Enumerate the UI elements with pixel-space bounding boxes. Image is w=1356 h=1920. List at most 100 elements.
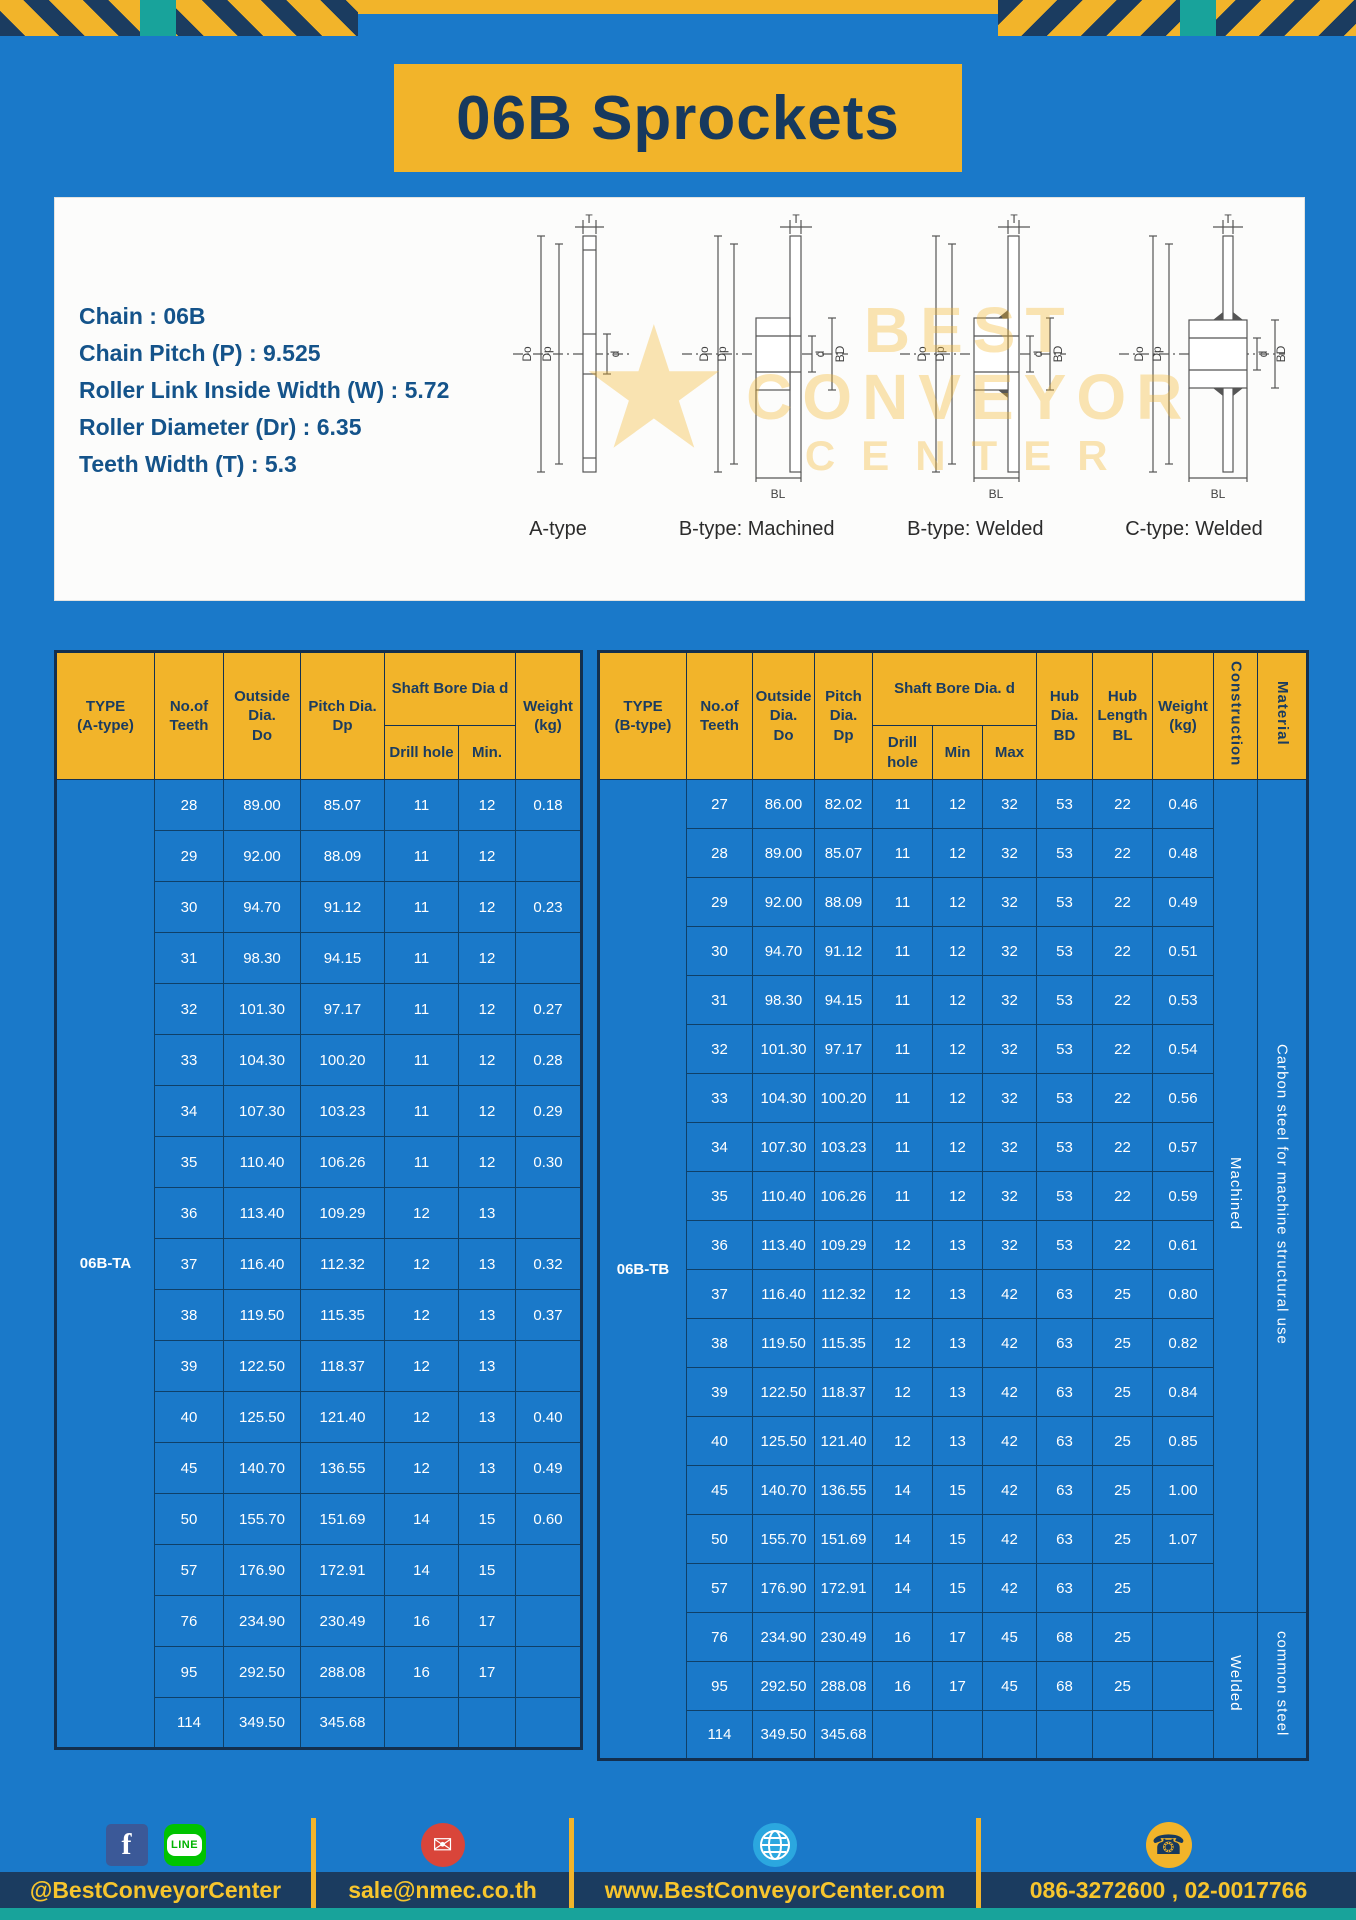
data-cell: 53 <box>1036 779 1093 829</box>
data-cell: 15 <box>932 1514 983 1564</box>
data-cell: 97.17 <box>814 1024 873 1074</box>
data-cell: 12 <box>872 1318 933 1368</box>
social-handle[interactable]: @BestConveyorCenter <box>29 1876 282 1903</box>
data-cell: 14 <box>872 1563 933 1613</box>
data-cell: 98.30 <box>752 975 815 1025</box>
data-cell: 234.90 <box>752 1612 815 1662</box>
email-link[interactable]: sale@nmec.co.th <box>348 1876 537 1903</box>
chain-specs: Chain : 06B Chain Pitch (P) : 9.525 Roll… <box>79 298 449 483</box>
type-cell: 06B-TA <box>55 779 155 1749</box>
data-cell: 53 <box>1036 975 1093 1025</box>
data-cell: 110.40 <box>752 1171 815 1221</box>
phone-numbers[interactable]: 086-3272600 , 02-0017766 <box>1029 1876 1308 1903</box>
table-row: 37 116.40 112.32 12 13 42 63 25 0.80 <box>599 1269 1308 1319</box>
data-cell: 13 <box>458 1442 516 1494</box>
data-cell: 13 <box>458 1340 516 1392</box>
data-cell: 42 <box>982 1318 1037 1368</box>
svg-text:Dp: Dp <box>1150 346 1164 362</box>
diagram-b-type-machined: T Do Dp d BD BL B-type: Machined <box>662 214 852 586</box>
data-cell: 121.40 <box>300 1391 385 1443</box>
table-row: 114 349.50 345.68 <box>56 1697 582 1749</box>
data-cell: 97.17 <box>300 983 385 1035</box>
line-icon[interactable]: LINE <box>163 1824 206 1866</box>
data-cell: 32 <box>982 1073 1037 1123</box>
data-cell: 85.07 <box>300 779 385 831</box>
data-cell <box>458 1697 516 1749</box>
data-cell: 0.60 <box>515 1493 582 1545</box>
data-cell: 32 <box>982 828 1037 878</box>
data-cell: 176.90 <box>752 1563 815 1613</box>
data-cell: 1.00 <box>1152 1465 1214 1515</box>
table-row: 57 176.90 172.91 14 15 <box>56 1544 582 1596</box>
data-cell: 13 <box>458 1289 516 1341</box>
data-cell: 22 <box>1092 877 1153 927</box>
data-cell: 0.53 <box>1152 975 1214 1025</box>
col-header-shaft-bore: Shaft Bore Dia. d <box>872 651 1037 726</box>
data-cell: 42 <box>982 1416 1037 1466</box>
table-b-type: TYPE (B-type) No.of Teeth Outside Dia. D… <box>597 650 1309 1761</box>
data-cell: 32 <box>982 926 1037 976</box>
data-cell <box>515 1340 582 1392</box>
data-cell: 13 <box>932 1416 983 1466</box>
data-cell <box>384 1697 459 1749</box>
data-cell: 0.54 <box>1152 1024 1214 1074</box>
sprocket-drawing-c-welded-icon: T Do Dp d BD BL <box>1118 214 1288 501</box>
data-cell: 116.40 <box>752 1269 815 1319</box>
data-cell: 16 <box>384 1646 459 1698</box>
data-cell: 12 <box>384 1187 459 1239</box>
data-cell: 34 <box>154 1085 224 1137</box>
data-cell: 136.55 <box>300 1442 385 1494</box>
diagram-a-type: T Do Dp d A-type <box>483 214 633 586</box>
sprocket-drawing-b-welded-icon: T Do Dp d BD BL <box>900 214 1067 501</box>
col-header-pitch-dia: Pitch Dia. Dp <box>300 651 385 780</box>
col-header-outside-dia: Outside Dia. Do <box>223 651 301 780</box>
facebook-icon[interactable]: f <box>105 1824 148 1866</box>
data-cell: 0.27 <box>515 983 582 1035</box>
col-header-teeth: No.of Teeth <box>686 651 753 780</box>
data-cell: 12 <box>384 1391 459 1443</box>
diagram-b-type-welded: T Do Dp d BD BL B-type: Welded <box>880 214 1070 586</box>
data-cell: 0.80 <box>1152 1269 1214 1319</box>
data-cell: 42 <box>982 1465 1037 1515</box>
data-cell: 25 <box>1092 1416 1153 1466</box>
data-cell: 104.30 <box>752 1073 815 1123</box>
data-cell: 16 <box>872 1612 933 1662</box>
table-row: 35 110.40 106.26 11 12 32 53 22 0.59 <box>599 1171 1308 1221</box>
data-cell: 12 <box>458 830 516 882</box>
hazard-stripes-left <box>0 0 358 36</box>
data-cell: 50 <box>686 1514 753 1564</box>
table-a-header: TYPE (A-type) No.of Teeth Outside Dia. D… <box>55 651 582 780</box>
data-cell: 38 <box>686 1318 753 1368</box>
data-cell: 30 <box>686 926 753 976</box>
data-cell: 115.35 <box>814 1318 873 1368</box>
data-cell: 22 <box>1092 1122 1153 1172</box>
svg-text:BD: BD <box>1051 345 1065 362</box>
data-cell: 42 <box>982 1269 1037 1319</box>
data-cell: 53 <box>1036 1171 1093 1221</box>
table-row: 38 119.50 115.35 12 13 42 63 25 0.82 <box>599 1318 1308 1368</box>
data-cell: 0.23 <box>515 881 582 933</box>
table-row: 30 94.70 91.12 11 12 0.23 <box>56 881 582 933</box>
website-link[interactable]: www.BestConveyorCenter.com <box>604 1876 946 1903</box>
data-cell: 113.40 <box>223 1187 301 1239</box>
data-cell: 125.50 <box>752 1416 815 1466</box>
data-cell: 57 <box>686 1563 753 1613</box>
data-cell: 151.69 <box>814 1514 873 1564</box>
data-cell: 12 <box>932 1073 983 1123</box>
data-cell: 39 <box>686 1367 753 1417</box>
construction-cell: Welded <box>1213 1612 1258 1760</box>
email-icon[interactable]: ✉ <box>420 1823 465 1867</box>
data-cell <box>515 932 582 984</box>
col-header-hub-dia: Hub Dia. BD <box>1036 651 1093 780</box>
data-cell: 172.91 <box>300 1544 385 1596</box>
svg-text:BL: BL <box>989 487 1004 501</box>
data-cell: 349.50 <box>223 1697 301 1749</box>
bottom-strip <box>0 1908 1356 1920</box>
svg-text:d: d <box>813 351 827 358</box>
phone-icon[interactable]: ☎ <box>1145 1822 1192 1868</box>
data-cell: 89.00 <box>752 828 815 878</box>
data-cell: 11 <box>384 779 459 831</box>
data-cell: 45 <box>154 1442 224 1494</box>
data-cell: 11 <box>384 1085 459 1137</box>
globe-icon[interactable] <box>752 1822 798 1868</box>
